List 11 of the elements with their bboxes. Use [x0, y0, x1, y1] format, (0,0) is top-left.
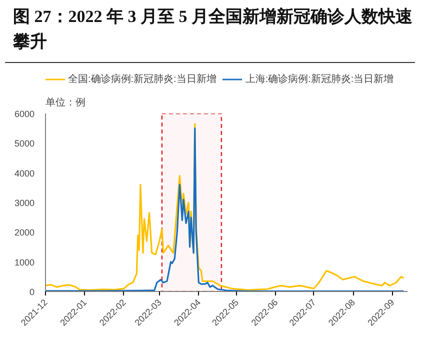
y-tick-label: 4000	[14, 168, 35, 178]
y-tick-label: 0	[29, 287, 35, 297]
y-tick-label: 3000	[14, 198, 35, 208]
y-axis-title: 单位：例	[46, 96, 86, 108]
legend-label: 上海:确诊病例:新冠肺炎:当日新增	[245, 72, 394, 86]
chart-title: 图 27：2022 年 3 月至 5 月全国新增新冠确诊人数快速攀升	[13, 6, 414, 53]
y-tick-label: 6000	[14, 109, 35, 119]
y-tick-label: 5000	[14, 138, 35, 149]
y-tick-label: 2000	[14, 228, 35, 238]
y-tick-label: 1000	[14, 257, 35, 268]
legend-label: 全国:确诊病例:新冠肺炎:当日新增	[68, 72, 216, 86]
